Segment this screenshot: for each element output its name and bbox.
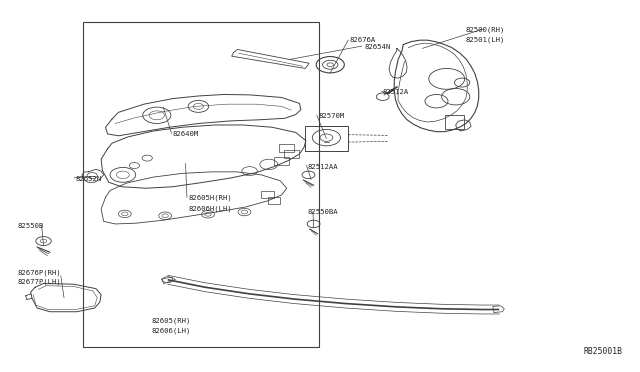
Text: 82654N: 82654N: [365, 44, 391, 49]
Text: 82512AA: 82512AA: [307, 164, 338, 170]
Text: 82605(RH): 82605(RH): [152, 317, 191, 324]
Bar: [279, 144, 294, 152]
Text: 82501(LH): 82501(LH): [465, 36, 505, 43]
Bar: [261, 191, 274, 198]
Text: 82652N: 82652N: [76, 176, 102, 182]
Text: 82640M: 82640M: [173, 131, 199, 137]
Text: 82606(LH): 82606(LH): [152, 327, 191, 334]
Text: 82676P(RH): 82676P(RH): [18, 269, 61, 276]
Text: 82570M: 82570M: [318, 113, 344, 119]
Bar: [268, 197, 280, 204]
Text: 82512A: 82512A: [383, 89, 409, 95]
Bar: [274, 157, 289, 165]
Text: 82677P(LH): 82677P(LH): [18, 279, 61, 285]
Bar: [284, 150, 299, 158]
Text: 82605H(RH): 82605H(RH): [189, 195, 232, 201]
Bar: [305, 126, 348, 151]
Text: 82550B: 82550B: [18, 223, 44, 229]
Text: 82606H(LH): 82606H(LH): [189, 206, 232, 212]
Text: RB25001B: RB25001B: [583, 347, 622, 356]
Text: 82676A: 82676A: [349, 37, 376, 43]
Bar: [83, 22, 319, 347]
Text: 82500(RH): 82500(RH): [465, 26, 505, 33]
Text: 82550BA: 82550BA: [307, 209, 338, 215]
Bar: [445, 115, 464, 129]
